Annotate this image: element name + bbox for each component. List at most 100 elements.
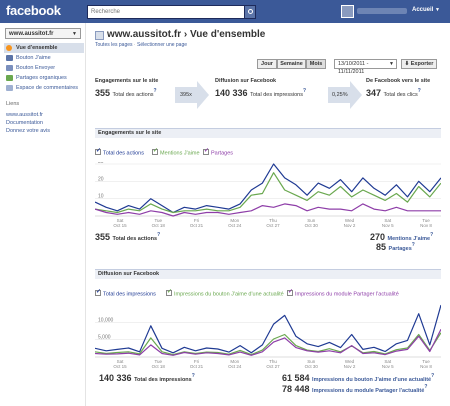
date-range-select[interactable]: 13/10/2011 - 11/11/2011 ▼ <box>334 59 397 75</box>
x-tick-label: Oct 24 <box>228 223 242 228</box>
help-icon[interactable]: ? <box>417 88 421 94</box>
legend-item-share-impressions[interactable]: Impressions du module Partager l'actuali… <box>287 288 399 297</box>
legend-item-like-impressions[interactable]: Impressions du bouton J'aime d'une actua… <box>166 288 284 298</box>
range-week-button[interactable]: Semaine <box>277 59 306 69</box>
help-icon[interactable]: ? <box>157 232 161 238</box>
checkbox[interactable] <box>95 147 101 155</box>
legend-item-total-impressions[interactable]: Total des impressions <box>95 288 156 297</box>
diffusion-section-header: Diffusion sur Facebook <box>95 269 441 279</box>
help-icon[interactable]: ? <box>431 373 435 379</box>
series-line-2[interactable] <box>95 172 441 214</box>
sidebar-item-comments[interactable]: Espace de commentaires <box>4 83 84 93</box>
links-list: www.aussitot.fr Documentation Donnez vot… <box>6 111 50 135</box>
like-impressions-total: 61 584 Impressions du bouton J'aime d'un… <box>282 373 434 383</box>
checkbox[interactable] <box>287 288 293 296</box>
summary-funnel: Engagements sur le site 355 Total des ac… <box>95 78 441 134</box>
sidebar-item-send-button[interactable]: Bouton Envoyer <box>4 63 84 73</box>
shares-total: 85 Partages? <box>376 242 415 252</box>
legend-item-shares[interactable]: Partages <box>203 147 234 157</box>
x-tick-label: Oct 27 <box>266 364 280 369</box>
series-line-3[interactable] <box>95 329 441 356</box>
series-line-3[interactable] <box>95 203 441 217</box>
help-icon[interactable]: ? <box>302 88 307 94</box>
crumb-all-pages[interactable]: Toutes les pages <box>95 42 133 48</box>
y-tick-label: 20 <box>98 176 104 182</box>
likes-total-label[interactable]: Mentions J'aime <box>387 236 431 242</box>
like-impressions-label[interactable]: Impressions du bouton J'aime d'une actua… <box>312 377 432 383</box>
share-impressions-total: 78 448 Impressions du module Partager l'… <box>282 384 427 394</box>
x-tick-label: Sat <box>117 218 125 223</box>
site-selector[interactable]: www.aussitot.fr ▼ <box>5 28 81 39</box>
diffusion-summary-unit: Total des impressions <box>250 92 303 98</box>
likes-total: 270 Mentions J'aime? <box>370 232 433 242</box>
x-tick-label: Oct 18 <box>152 364 166 369</box>
page-title: www.aussitot.fr › Vue d'ensemble <box>107 29 265 40</box>
x-tick-label: Wed <box>345 218 355 223</box>
engagement-summary: Engagements sur le site 355 Total des ac… <box>95 78 158 98</box>
y-tick-label: 10,000 <box>98 317 114 323</box>
x-tick-label: Tue <box>154 359 162 364</box>
legend-item-likes[interactable]: Mentions J'aime <box>152 147 200 157</box>
search-button[interactable] <box>244 5 256 19</box>
avatar[interactable] <box>341 5 354 18</box>
checkbox[interactable] <box>95 288 101 296</box>
facebook-logo[interactable]: facebook <box>6 3 61 18</box>
link-site[interactable]: www.aussitot.fr <box>6 112 43 118</box>
engagement-total: 355 Total des actions? <box>95 232 160 242</box>
x-tick-label: Oct 15 <box>113 223 127 228</box>
x-tick-label: Thu <box>269 218 277 223</box>
range-day-button[interactable]: Jour <box>257 59 277 69</box>
help-icon[interactable]: ? <box>424 384 428 390</box>
x-tick-label: Fri <box>194 218 199 223</box>
help-icon[interactable]: ? <box>430 232 434 238</box>
user-name-blurred[interactable] <box>357 8 407 14</box>
link-feedback[interactable]: Donnez votre avis <box>6 128 51 134</box>
page-title-site[interactable]: www.aussitot.fr <box>107 29 182 40</box>
traffic-summary-value: 347 <box>366 88 382 98</box>
share-impressions-label[interactable]: Impressions du module Partager l'actuali… <box>312 388 425 394</box>
x-tick-label: Mon <box>230 359 239 364</box>
checkbox[interactable] <box>203 147 209 155</box>
series-line-1[interactable] <box>95 304 441 354</box>
sidebar-item-organic-shares[interactable]: Partages organiques <box>4 73 84 83</box>
y-tick-label: 10 <box>98 194 104 200</box>
help-icon[interactable]: ? <box>191 373 195 379</box>
diffusion-legend: Total des impressions Impressions du bou… <box>95 288 441 301</box>
impressions-total-value: 140 336 <box>99 373 132 383</box>
sidebar-item-label: Partages organiques <box>16 75 67 81</box>
engagement-total-label: Total des actions <box>112 236 158 242</box>
checkbox[interactable] <box>166 288 172 296</box>
engagement-total-value: 355 <box>95 232 111 242</box>
legend-label: Impressions du bouton J'aime d'une actua… <box>174 291 284 298</box>
x-tick-label: Nov 2 <box>344 223 356 228</box>
link-documentation[interactable]: Documentation <box>6 120 43 126</box>
export-button[interactable]: ⬇ Exporter <box>401 59 437 69</box>
y-tick-label: 30 <box>98 162 104 165</box>
sidebar-item-overview[interactable]: Vue d'ensemble <box>4 43 84 53</box>
series-line-2[interactable] <box>95 332 441 356</box>
x-tick-label: Oct 21 <box>190 223 204 228</box>
diffusion-summary: Diffusion sur Facebook 140 336 Total des… <box>215 78 306 98</box>
legend-label: Partages <box>211 150 234 157</box>
search-input[interactable]: Recherche <box>87 5 245 19</box>
home-link[interactable]: Accueil <box>412 7 434 13</box>
likes-total-value: 270 <box>370 232 386 242</box>
x-tick-label: Wed <box>345 359 355 364</box>
sidebar-item-like-button[interactable]: Bouton J'aime <box>4 53 84 63</box>
legend-label: Mentions J'aime <box>160 150 200 157</box>
account-menu-icon[interactable]: ▼ <box>435 7 440 13</box>
range-month-button[interactable]: Mois <box>306 59 326 69</box>
help-icon[interactable]: ? <box>411 242 415 248</box>
checkbox[interactable] <box>152 147 158 155</box>
x-tick-label: Oct 15 <box>113 364 127 369</box>
crumb-select-page[interactable]: Sélectionner une page <box>136 42 188 48</box>
date-range-value: 13/10/2011 - 11/11/2011 <box>338 61 369 75</box>
x-tick-label: Oct 18 <box>152 223 166 228</box>
x-tick-label: Nov 5 <box>382 223 394 228</box>
sidebar: www.aussitot.fr ▼ Vue d'ensemble Bouton … <box>0 23 86 406</box>
shares-total-label[interactable]: Partages <box>388 246 412 252</box>
x-tick-label: Nov 8 <box>420 364 432 369</box>
legend-item-total-actions[interactable]: Total des actions <box>95 147 144 156</box>
help-icon[interactable]: ? <box>153 88 157 94</box>
series-line-1[interactable] <box>95 163 441 214</box>
